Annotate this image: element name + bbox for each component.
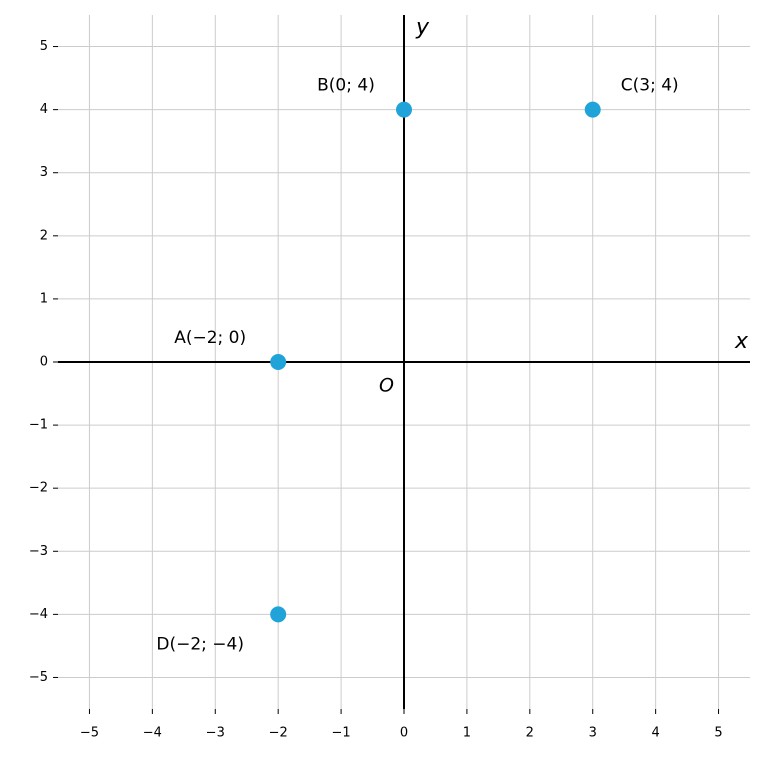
point: [396, 101, 412, 118]
point-label: D(−2; −4): [156, 634, 244, 654]
y-tick-label: 4: [40, 102, 48, 117]
x-tick-label: 4: [651, 726, 659, 741]
point: [270, 354, 287, 370]
y-tick-label: −5: [29, 670, 48, 685]
y-tick-label: 5: [40, 39, 48, 54]
point: [270, 606, 287, 623]
y-tick-label: −4: [29, 607, 48, 622]
x-tick-label: −1: [332, 726, 351, 741]
x-tick-label: −2: [269, 726, 288, 741]
x-tick-label: −3: [206, 726, 225, 741]
x-tick-label: 5: [714, 726, 722, 741]
y-tick-label: −2: [29, 481, 48, 496]
y-tick-label: −1: [29, 418, 48, 433]
x-tick-label: 3: [589, 726, 597, 741]
marks: A(−2; 0) B(0; 4) C(3; 4) D(−2; −4): [156, 76, 678, 655]
y-tick-label: 1: [40, 291, 48, 306]
y-tick-label: 3: [40, 165, 48, 180]
axes: −5 −4 −3 −2 −1 0 1 2 3 4 5 −5 −4 −3 −2 −1 0 1 2 3 4 5 x y O: [29, 15, 750, 741]
point: [584, 101, 601, 118]
x-axis-label: x: [734, 329, 749, 354]
point-label: C(3; 4): [621, 76, 679, 96]
x-tick-label: −4: [143, 726, 162, 741]
y-axis-label: y: [415, 15, 430, 40]
point-label: A(−2; 0): [174, 328, 246, 348]
point-label: B(0; 4): [317, 76, 375, 96]
origin-label: O: [379, 375, 394, 397]
y-tick-label: 2: [40, 228, 48, 243]
y-tick-label: −3: [29, 544, 48, 559]
x-tick-label: 2: [526, 726, 534, 741]
x-tick-label: 1: [463, 726, 471, 741]
y-tick-label: 0: [40, 355, 48, 370]
x-tick-label: −5: [80, 726, 99, 741]
x-tick-label: 0: [400, 726, 408, 741]
